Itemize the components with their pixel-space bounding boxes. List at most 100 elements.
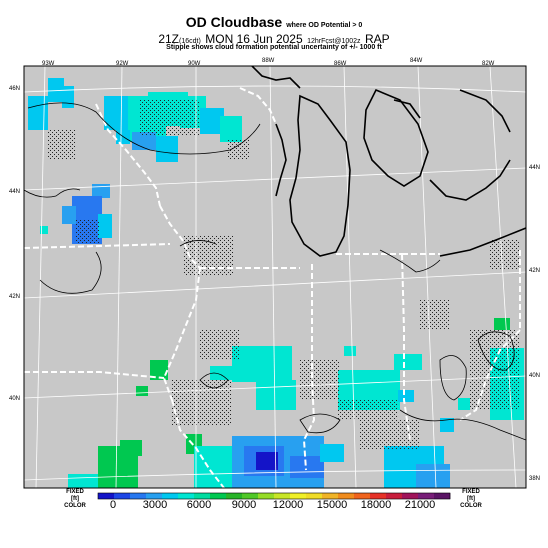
cloudbase-cell [120,440,142,456]
map-title-note: where OD Potential > 0 [286,22,363,29]
valid-time-zulu: 21Z [158,32,180,46]
lat-label: 42N [9,294,20,300]
colorbar-tick-label: 12000 [272,499,304,511]
lon-labels: 93W 92W 90W 88W 86W 84W 82W [42,58,495,67]
lon-label: 88W [262,58,275,64]
model-name: RAP [364,32,390,46]
meridian-line [35,66,46,488]
contour-line [299,413,341,434]
contour-line [477,331,515,371]
lat-labels-right: 44N 42N 40N 38N [529,165,540,482]
colorbar-tick-label: 3000 [142,499,168,511]
colorbar-tick-label: 15000 [316,499,348,511]
colorbar-frame [97,492,451,500]
colorbar-swatch [370,493,387,499]
colorbar-tick-label: 18000 [360,499,392,511]
colorbar-swatch [226,493,243,499]
colorbar-swatch [338,493,355,499]
contour-line [24,188,81,198]
lat-label: 44N [9,189,20,195]
cloudbase-cell [194,446,238,488]
map-title-row: OD Cloudbase where OD Potential > 0 [0,14,548,32]
parallel-line [24,469,526,481]
stipple-area [420,300,450,330]
colorbar-right-label-line: COLOR [460,503,482,509]
stipple-area [228,140,250,160]
colorbar-swatch [98,493,115,499]
cloudbase-cell [40,226,48,234]
cloudbase-cell [136,386,148,396]
valid-time-row: 21Z(16cdt) MON 16 Jun 2025 12hrFcst@1002… [0,30,548,48]
colorbar [98,493,451,499]
cloudbase-cell [290,456,324,478]
colorbar-left-label-line: FIXED [66,489,84,495]
colorbar-swatch [146,493,163,499]
stipple-area [338,400,398,420]
cloudbase-cell [62,206,76,224]
cloudbase-cell [458,398,470,410]
lat-label: 40N [9,396,20,402]
state-borders [24,87,521,488]
colorbar-swatch [242,493,259,499]
stipple-area [48,130,76,160]
cloudbase-cell [28,96,48,130]
colorbar-swatch [306,493,323,499]
border-ia-il [162,267,201,401]
stipple-area [76,220,100,244]
valid-time-local: (16cdt) [179,38,201,45]
colorbar-tick-label: 21000 [404,499,436,511]
colorbar-swatch [178,493,195,499]
colorbar-swatch [418,493,435,499]
cloudbase-cell [398,390,414,402]
colorbar-swatch [194,493,211,499]
colorbar-swatch [210,493,227,499]
green-bay-shore [275,123,287,197]
contour-line [399,409,526,441]
cloudbase-cell [220,116,242,142]
cloudbase-cell [232,346,292,382]
colorbar-right-label: FIXED [ft] COLOR [456,489,486,510]
cloudbase-cell [92,184,110,198]
cloudbase-cell [344,346,356,356]
colorbar-swatch [162,493,179,499]
lon-label: 92W [116,61,129,67]
colorbar-left-label: FIXED [ft] COLOR [60,489,90,510]
cloudbase-cell [48,78,64,102]
stipple-area [470,330,520,410]
lake-michigan-shore [289,94,351,257]
valid-date: MON 16 Jun 2025 [205,32,303,46]
border-mn-wi [95,103,161,207]
stipple-note: Stipple shows cloud formation potential … [166,44,382,51]
colorbar-tick-label: 9000 [231,499,257,511]
border-wi-mi [239,87,277,125]
border-ia-mo [24,371,165,379]
cloudbase-cell [98,214,112,238]
lon-label: 90W [188,61,201,67]
stipple-area [490,240,520,270]
colorbar-swatch [386,493,403,499]
contour-line [199,372,229,389]
coastlines [251,66,526,257]
colorbar-swatch [434,493,451,499]
lat-label: 44N [529,165,540,171]
contour-line [439,355,467,401]
border-ia-n [24,243,171,249]
lon-label: 84W [410,58,423,64]
lat-label: 46N [9,86,20,92]
huron-east-shore [429,159,511,201]
map-title: OD Cloudbase [185,14,283,30]
colorbar-swatch [290,493,307,499]
contour-line [179,240,217,247]
lon-label: 93W [42,61,55,67]
lake-huron-shore [363,88,429,187]
stipple-area [200,330,240,360]
cloudbase-cell [256,380,296,410]
lon-label: 86W [334,61,347,67]
forecast-info: 12hrFcst@1002z [307,38,361,45]
meridian-line [489,66,517,488]
lon-label: 82W [482,61,495,67]
cloudbase-cell [210,366,234,380]
cloudbase-cell [104,96,132,130]
saginaw-shore [393,99,421,119]
